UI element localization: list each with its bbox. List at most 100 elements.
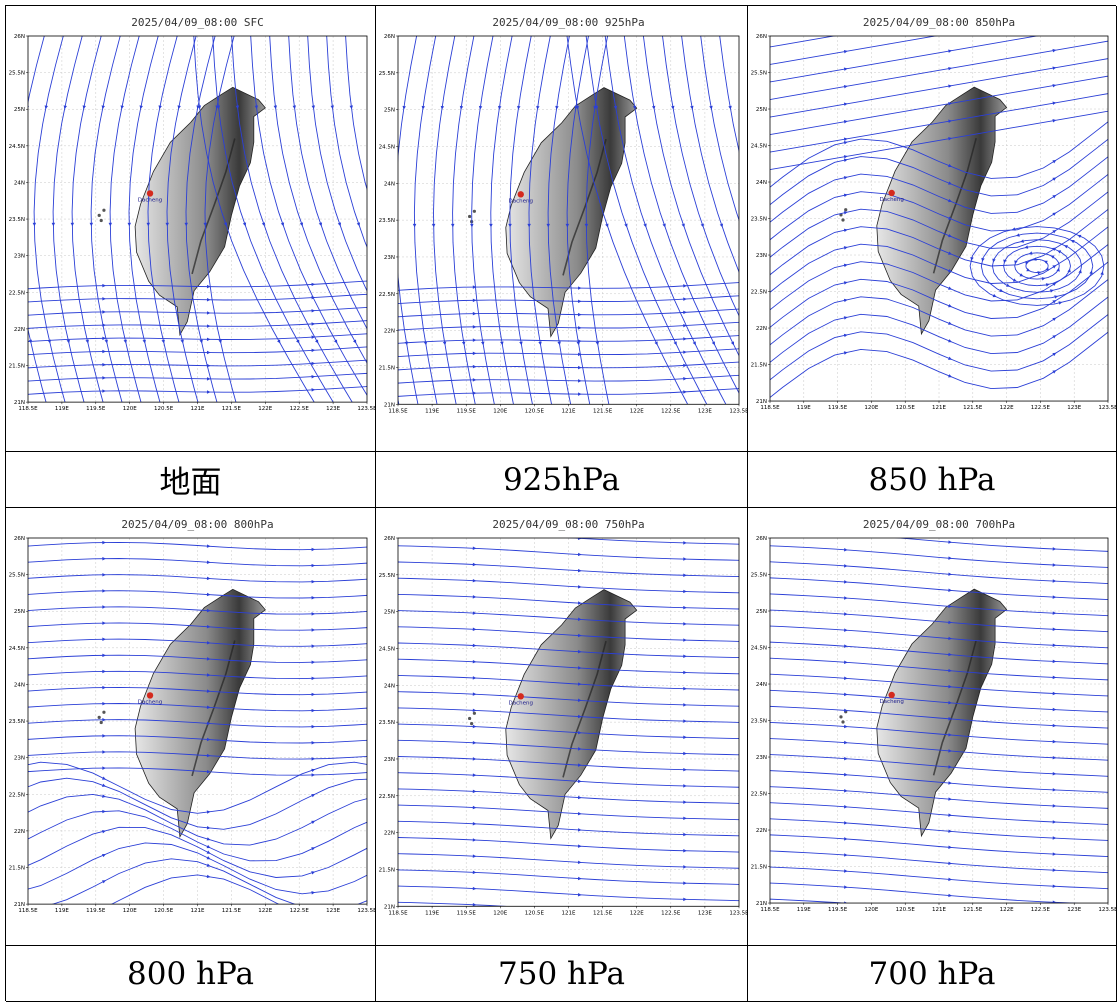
lon-tick-label: 119E	[425, 408, 439, 414]
lon-tick-label: 122.5E	[1031, 405, 1051, 411]
streamline	[398, 869, 739, 885]
panel-cell: 2025/04/09_08:00 850hPa Dacheng 21N 21.5N 22…	[748, 6, 1117, 452]
lon-tick-label: 123E	[1067, 907, 1081, 913]
lon-tick-label: 120E	[493, 408, 507, 414]
lat-tick-label: 25N	[384, 610, 395, 616]
streamline-map: 2025/04/09_08:00 SFC Dacheng 21N 21.5N 22N 22…	[9, 16, 375, 412]
streamline	[398, 321, 739, 331]
streamline	[398, 577, 739, 594]
lat-tick-label: 21N	[14, 902, 25, 908]
streamline	[770, 818, 1108, 841]
panel-cell: 2025/04/09_08:00 700hPa Dacheng 21N 21.5N 22…	[748, 508, 1117, 946]
lat-tick-label: 22N	[756, 326, 767, 332]
lon-tick-label: 123E	[698, 910, 712, 916]
lat-tick-label: 22N	[14, 829, 25, 835]
lon-tick-label: 123E	[1067, 405, 1081, 411]
streamline	[147, 36, 180, 403]
streamline	[452, 36, 476, 405]
lat-tick-label: 23N	[384, 255, 395, 261]
lon-tick-label: 123.5E	[357, 406, 375, 412]
lon-tick-label: 121E	[562, 910, 576, 916]
streamline	[770, 313, 1108, 381]
streamline	[28, 359, 367, 369]
streamline	[398, 885, 739, 902]
streamline	[28, 638, 367, 647]
streamline	[384, 508, 747, 512]
panel-cell: 2025/04/09_08:00 750hPa Dacheng 21N 21.5N 22…	[376, 508, 748, 946]
lat-tick-label: 21N	[14, 400, 25, 406]
streamline	[770, 754, 1108, 777]
lon-tick-label: 122.5E	[290, 406, 310, 412]
lat-tick-label: 21.5N	[9, 364, 25, 370]
streamline	[490, 36, 514, 405]
streamline-map: 2025/04/09_08:00 700hPa Dacheng 21N 21.5N 22…	[751, 518, 1116, 913]
lat-tick-label: 26N	[384, 536, 395, 542]
lat-tick-label: 24N	[14, 682, 25, 688]
streamline	[398, 388, 739, 397]
lon-tick-label: 123.5E	[1098, 405, 1116, 411]
streamline	[398, 739, 739, 756]
lat-tick-label: 25.5N	[751, 573, 767, 579]
streamline	[28, 810, 367, 862]
panel-title: 2025/04/09_08:00 700hPa	[863, 518, 1015, 531]
streamline	[770, 641, 1108, 665]
lat-tick-label: 24.5N	[9, 144, 25, 150]
lon-tick-label: 119.5E	[457, 408, 477, 414]
streamline	[770, 278, 1108, 346]
streamline	[326, 36, 367, 249]
lat-tick-label: 24N	[384, 181, 395, 187]
station-marker	[888, 189, 895, 197]
streamline	[770, 898, 850, 904]
streamline	[28, 541, 367, 551]
lon-tick-label: 119.5E	[828, 907, 848, 913]
lon-tick-label: 119.5E	[86, 406, 106, 412]
streamline	[28, 293, 367, 303]
streamline	[231, 36, 353, 403]
lat-tick-label: 24.5N	[751, 144, 767, 150]
streamline	[770, 705, 1108, 729]
streamline	[566, 36, 689, 405]
lon-tick-label: 121.5E	[963, 405, 983, 411]
lat-tick-label: 21N	[384, 402, 395, 408]
streamline	[566, 36, 591, 405]
streamline	[345, 36, 367, 191]
streamline	[719, 36, 739, 154]
streamline	[471, 36, 495, 405]
streamline	[33, 36, 66, 403]
lon-tick-label: 123.5E	[1098, 907, 1116, 913]
streamline	[28, 333, 367, 343]
streamline	[1025, 258, 1049, 273]
lon-tick-label: 118.5E	[18, 908, 38, 914]
lat-tick-label: 22N	[384, 831, 395, 837]
lat-tick-label: 25.5N	[9, 71, 25, 77]
lon-tick-label: 119E	[797, 907, 811, 913]
streamline	[547, 36, 572, 405]
streamline	[398, 837, 739, 853]
lat-tick-label: 23N	[384, 757, 395, 763]
lon-tick-label: 121E	[191, 406, 205, 412]
streamline	[770, 561, 1108, 584]
streamline	[770, 625, 1108, 649]
lon-tick-label: 118.5E	[388, 408, 408, 414]
lon-tick-label: 121.5E	[963, 907, 983, 913]
streamline	[991, 239, 1083, 293]
streamline	[433, 36, 457, 405]
streamline	[398, 853, 739, 869]
streamline	[770, 36, 837, 48]
streamline	[28, 793, 367, 846]
streamline	[269, 36, 367, 364]
streamline	[770, 786, 1108, 809]
streamline	[681, 36, 739, 274]
panel-caption: 800 hPa	[6, 946, 376, 1002]
station-marker	[146, 692, 154, 699]
lat-tick-label: 25N	[756, 609, 767, 615]
streamline	[398, 295, 739, 305]
streamline	[413, 36, 438, 405]
lon-tick-label: 119E	[55, 406, 69, 412]
streamline	[28, 574, 367, 583]
streamline	[28, 590, 367, 599]
lat-tick-label: 24.5N	[9, 646, 25, 652]
streamline-map: 2025/04/09_08:00 850hPa Dacheng 21N 21.5N 22…	[751, 16, 1116, 411]
lon-tick-label: 121.5E	[222, 406, 242, 412]
lat-tick-label: 21.5N	[751, 865, 767, 871]
